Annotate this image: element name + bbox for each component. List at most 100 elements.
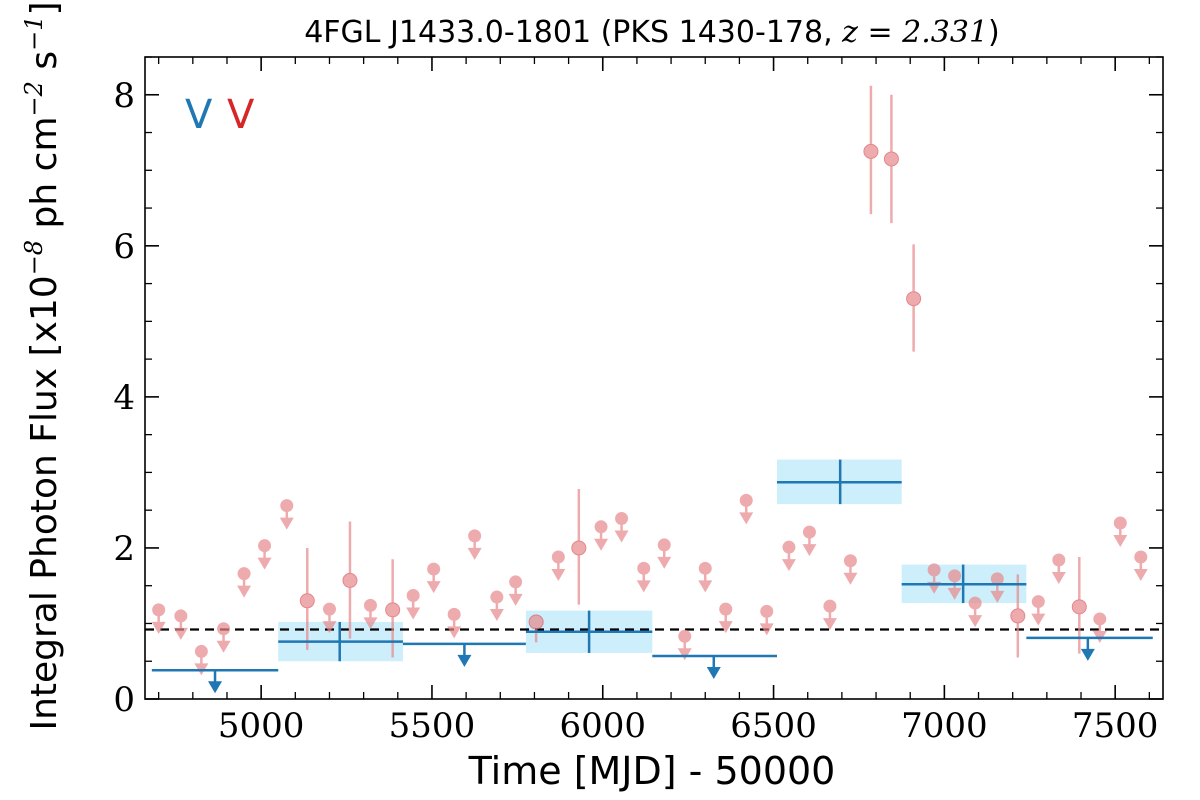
coarse-detection (278, 621, 403, 662)
fine-point (342, 572, 358, 588)
fine-ul-point (760, 604, 774, 618)
fine-upper-limit (698, 561, 713, 593)
fine-ul-point (739, 493, 753, 507)
fine-upper-limit (257, 539, 272, 570)
fine-ul-arrow (508, 593, 523, 606)
fine-upper-limit (194, 644, 209, 676)
fine-upper-limit (657, 538, 672, 569)
fine-ul-arrow (636, 580, 651, 593)
fine-ul-arrow (173, 627, 188, 640)
coarse-ul-arrow (706, 666, 721, 679)
fine-upper-limit (1051, 553, 1066, 585)
legend-entry-2: V (227, 92, 255, 138)
fine-upper-limit (636, 561, 651, 593)
fine-upper-limit (843, 554, 858, 585)
ylabel-mid2: s (24, 51, 65, 81)
ylabel-mid: ph cm (24, 116, 65, 239)
fine-upper-limit (947, 569, 962, 600)
title-suffix: ) (988, 15, 1000, 50)
fine-ul-point (447, 607, 461, 621)
ylabel-end: ] (24, 1, 65, 15)
fine-ul-arrow (968, 615, 983, 628)
coarse-upper-limit (151, 669, 279, 694)
fine-upper-limit (1113, 516, 1128, 548)
fine-ul-point (927, 563, 941, 577)
fine-ul-arrow (739, 512, 754, 525)
fine-upper-limit (173, 609, 188, 640)
fine-ul-point (843, 554, 857, 568)
fine-ul-arrow (489, 609, 504, 622)
fine-ul-point (322, 602, 336, 616)
coarse-ul-arrow (1080, 648, 1095, 661)
x-axis-label: Time [MJD] - 50000 (468, 749, 836, 793)
fine-ul-point (1113, 516, 1127, 530)
fine-ul-arrow (322, 621, 337, 634)
fine-ul-arrow (363, 617, 378, 630)
fine-ul-point (152, 603, 166, 617)
fine-ul-arrow (594, 538, 609, 551)
fine-ul-arrow (426, 581, 441, 594)
fine-ul-arrow (677, 648, 692, 661)
fine-ul-arrow (698, 580, 713, 593)
fine-bin-layer (151, 85, 1148, 676)
fine-ul-arrow (1051, 572, 1066, 585)
fine-point (883, 151, 899, 167)
title-z-value: = 2.331 (858, 15, 988, 50)
fine-upper-limit (551, 550, 566, 582)
ylabel-main: Integral Photon Flux [x10 (24, 275, 65, 730)
fine-upper-limit (216, 622, 231, 653)
fine-upper-limit (363, 598, 378, 630)
fine-ul-point (468, 529, 482, 543)
fine-point (906, 291, 922, 307)
y-tick-label: 8 (113, 76, 135, 116)
y-axis-label: Integral Photon Flux [x10−8 ph cm−2 s−1] (20, 1, 65, 730)
fine-ul-point (551, 550, 565, 564)
fine-upper-limit (279, 499, 294, 530)
coarse-detection (901, 564, 1027, 604)
fine-detection (883, 94, 899, 224)
fine-ul-arrow (718, 621, 733, 634)
fine-upper-limit (802, 525, 817, 557)
fine-ul-point (615, 511, 629, 525)
fine-point (863, 143, 879, 159)
fine-detection (906, 244, 922, 352)
coarse-bin-layer (151, 459, 1153, 694)
fine-ul-arrow (781, 559, 796, 572)
fine-ul-arrow (216, 640, 231, 653)
fine-detection (299, 547, 315, 650)
axes-frame (144, 56, 1164, 700)
fine-upper-limit (508, 575, 523, 606)
fine-ul-point (802, 525, 816, 539)
fine-point (385, 602, 401, 618)
fine-ul-point (217, 622, 231, 636)
coarse-upper-limit (652, 654, 777, 679)
fine-ul-arrow (406, 607, 421, 620)
fine-ul-point (990, 572, 1004, 586)
fine-ul-point (1031, 595, 1045, 609)
fine-ul-arrow (843, 572, 858, 585)
fine-ul-arrow (257, 557, 272, 570)
fine-upper-limit (322, 602, 337, 634)
fine-ul-arrow (447, 626, 462, 639)
fine-upper-limit (447, 607, 462, 639)
fine-upper-limit (990, 572, 1005, 603)
fine-ul-point (657, 538, 671, 552)
fine-ul-point (490, 590, 504, 604)
fine-upper-limit (426, 562, 441, 594)
ylabel-exp1: −8 (20, 240, 48, 275)
fine-upper-limit (759, 604, 774, 636)
fine-ul-arrow (947, 587, 962, 600)
fine-ul-point (258, 539, 272, 553)
axis-ticks: 5000 5500 6000 6500 7000 7500 0 2 4 6 8 (113, 56, 1163, 746)
fine-point (1071, 599, 1087, 615)
coarse-detection (525, 610, 653, 653)
fine-upper-limit (406, 589, 421, 620)
x-tick-label: 6000 (559, 706, 646, 746)
fine-ul-point (194, 644, 208, 658)
y-tick-label: 2 (113, 529, 135, 569)
ylabel-exp2: −2 (20, 81, 48, 116)
fine-detection (863, 85, 879, 215)
fine-ul-arrow (1031, 613, 1046, 626)
